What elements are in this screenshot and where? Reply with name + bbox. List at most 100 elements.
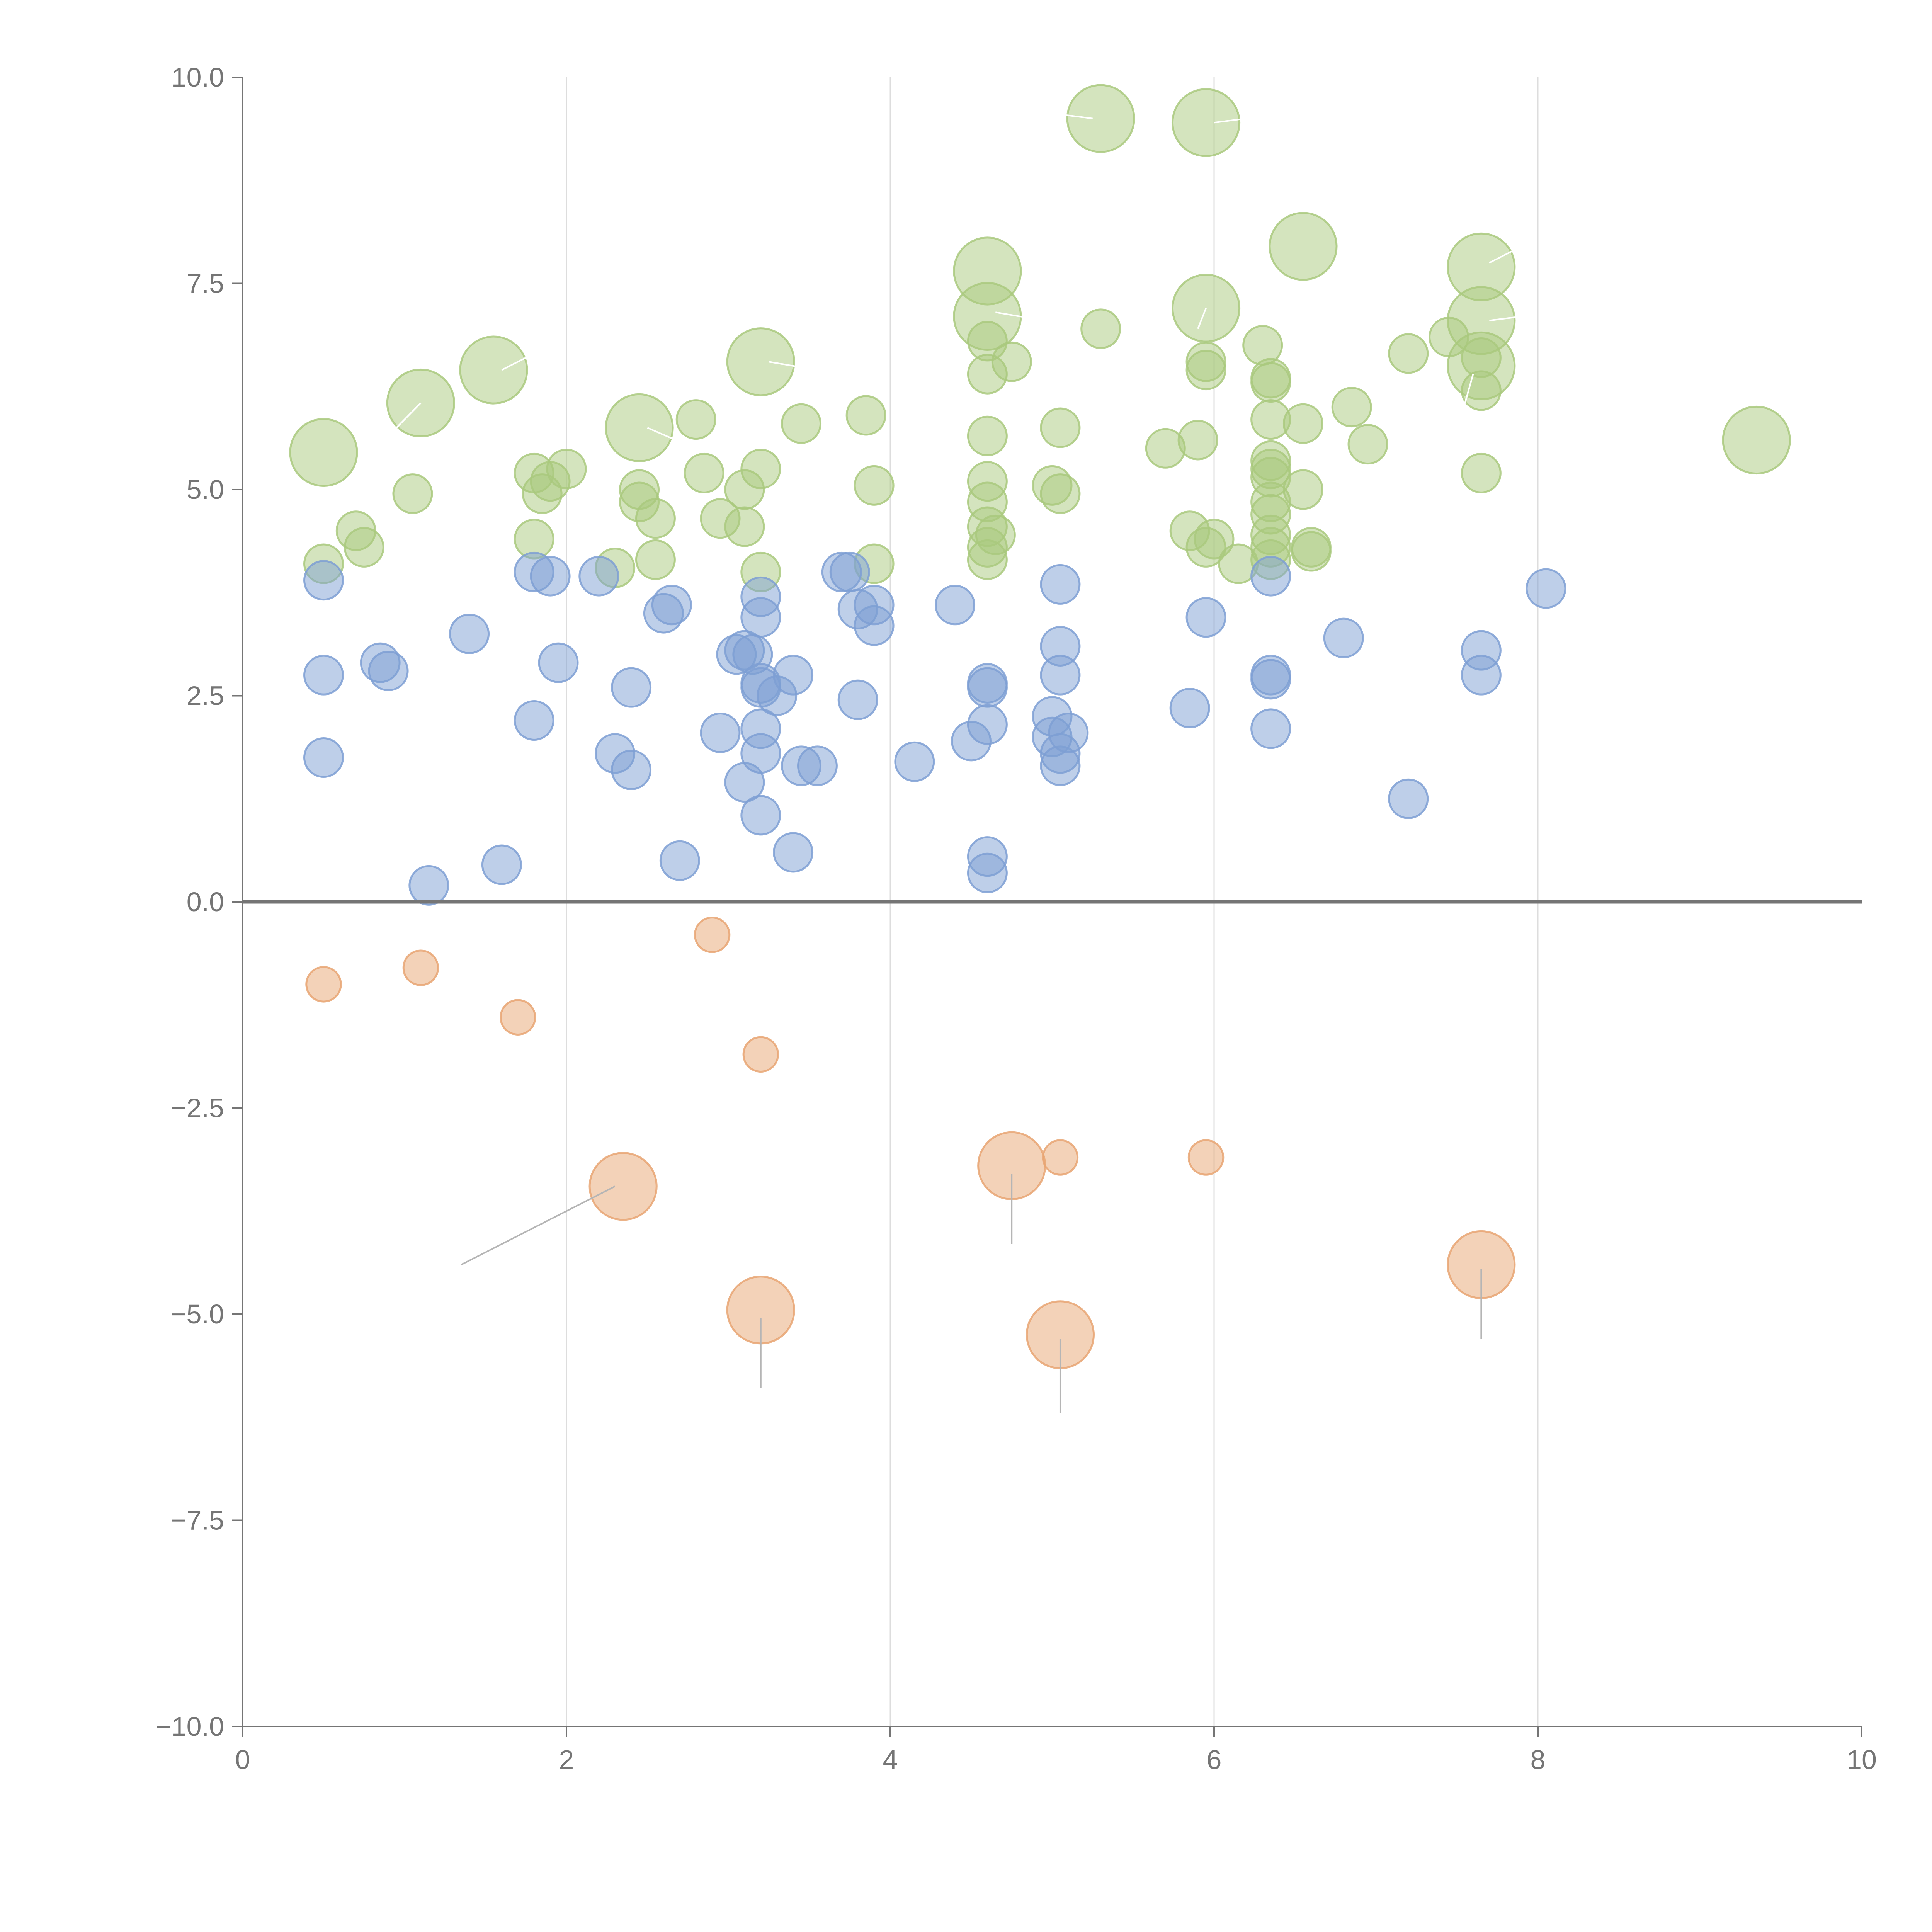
blue-bubble	[303, 560, 344, 601]
blue-bubble	[967, 667, 1008, 708]
blue-bubble	[967, 704, 1008, 745]
green-bubble	[1722, 405, 1791, 475]
blue-bubble	[1250, 659, 1291, 700]
y-tick-label: 0.0	[187, 887, 224, 917]
blue-bubble	[538, 642, 579, 683]
green-bubble	[726, 327, 795, 396]
leader-line	[1489, 315, 1522, 321]
green-bubble	[1250, 362, 1291, 403]
blue-bubble	[740, 795, 781, 836]
x-tick-label: 6	[1207, 1745, 1222, 1775]
blue-bubble	[1040, 564, 1081, 605]
leader-line	[461, 1185, 616, 1265]
blue-bubble	[530, 556, 571, 597]
leader-line	[995, 311, 1044, 321]
green-bubble	[1347, 424, 1388, 465]
green-bubble	[459, 335, 528, 405]
orange-bubble	[500, 999, 536, 1036]
blue-bubble	[740, 733, 781, 774]
y-tick-label: 2.5	[187, 681, 224, 711]
green-bubble	[1331, 387, 1372, 428]
blue-bubble	[837, 679, 878, 720]
green-bubble	[684, 452, 724, 493]
green-bubble	[289, 418, 358, 487]
blue-bubble	[481, 844, 522, 885]
green-bubble	[1269, 212, 1338, 281]
green-bubble	[1066, 84, 1135, 153]
blue-bubble	[303, 737, 344, 778]
green-bubble	[1461, 452, 1502, 493]
green-bubble	[1177, 420, 1218, 461]
leader-line	[1197, 308, 1207, 329]
blue-bubble	[700, 713, 741, 753]
blue-bubble	[894, 741, 935, 782]
blue-bubble	[854, 585, 895, 626]
green-bubble	[967, 415, 1008, 456]
y-tick-label: −5.0	[171, 1299, 224, 1329]
leader-line	[1489, 250, 1514, 264]
green-bubble	[1429, 316, 1469, 357]
blue-bubble	[1185, 597, 1226, 638]
blue-bubble	[797, 745, 838, 786]
blue-bubble	[368, 650, 409, 691]
green-bubble	[1291, 531, 1332, 572]
green-bubble	[1040, 407, 1081, 448]
orange-bubble	[694, 917, 731, 953]
bubbles	[289, 84, 1791, 1369]
leader-line	[1214, 117, 1247, 124]
blue-bubble	[611, 667, 652, 708]
green-bubble	[991, 341, 1032, 382]
green-bubble	[1185, 350, 1226, 391]
blue-bubble	[773, 655, 814, 696]
green-bubble	[635, 539, 676, 580]
green-bubble	[1040, 473, 1081, 514]
green-bubble	[1194, 519, 1235, 560]
blue-bubble	[1040, 655, 1081, 696]
orange-bubble	[305, 966, 342, 1003]
y-tick-label: −10.0	[156, 1711, 224, 1742]
x-tick-label: 8	[1531, 1745, 1546, 1775]
blue-bubble	[1526, 568, 1566, 609]
blue-bubble	[611, 750, 652, 791]
blue-bubble	[651, 585, 692, 626]
leader-line	[769, 361, 818, 371]
y-tick-label: −2.5	[171, 1093, 224, 1123]
blue-bubble	[1323, 617, 1364, 658]
x-tick-label: 10	[1847, 1745, 1877, 1775]
blue-bubble	[1250, 708, 1291, 749]
x-tick-label: 2	[559, 1745, 574, 1775]
green-bubble	[740, 449, 781, 490]
green-bubble	[546, 449, 587, 490]
blue-bubble	[303, 655, 344, 696]
blue-bubble	[514, 700, 554, 741]
leader-line	[1060, 114, 1093, 119]
green-bubble	[1388, 333, 1429, 374]
orange-bubble	[588, 1152, 658, 1221]
green-bubble	[675, 399, 716, 440]
green-bubble	[1171, 88, 1241, 157]
x-tick-label: 0	[235, 1745, 250, 1775]
leader-line	[501, 353, 535, 371]
green-bubble	[975, 514, 1016, 555]
green-bubble	[392, 473, 433, 514]
blue-bubble	[1250, 556, 1291, 597]
blue-bubble	[1169, 688, 1210, 729]
green-bubble	[605, 393, 674, 463]
leader-line	[647, 427, 704, 453]
blue-bubble	[1048, 713, 1089, 753]
green-bubble	[781, 403, 822, 444]
orange-bubble	[742, 1036, 779, 1073]
blue-bubble	[829, 551, 870, 592]
blue-bubble	[408, 865, 449, 906]
green-bubble	[1282, 469, 1323, 510]
blue-bubble	[659, 840, 700, 881]
green-bubble	[1080, 308, 1121, 349]
leader-line	[1464, 374, 1474, 403]
x-tick-label: 4	[883, 1745, 898, 1775]
blue-bubble	[449, 613, 490, 654]
green-bubble	[724, 506, 765, 547]
y-tick-label: 10.0	[172, 62, 224, 92]
green-bubble	[344, 527, 384, 568]
green-bubble	[845, 395, 886, 436]
